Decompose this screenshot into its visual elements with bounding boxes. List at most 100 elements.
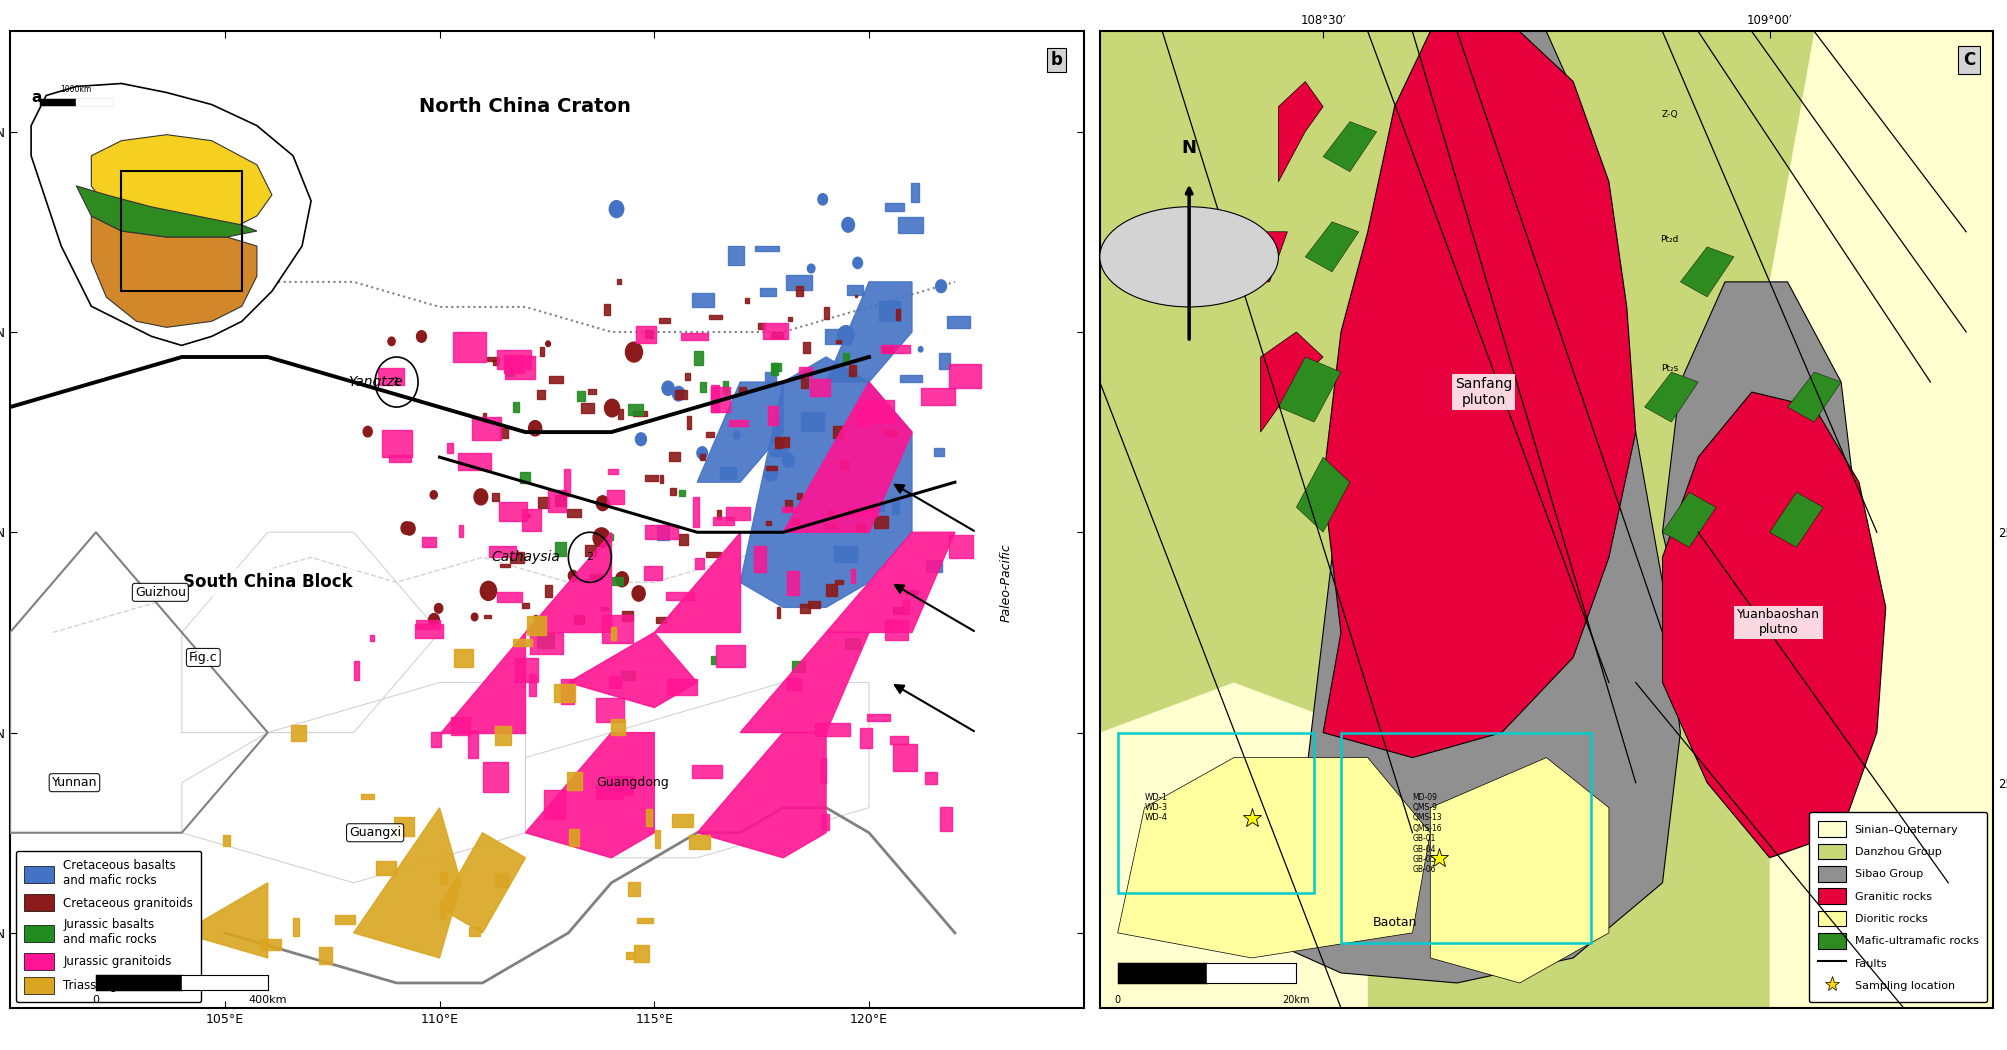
Polygon shape — [626, 951, 636, 960]
Polygon shape — [1662, 392, 1887, 858]
Polygon shape — [855, 404, 869, 425]
Circle shape — [783, 454, 795, 467]
Polygon shape — [1770, 32, 1993, 1008]
Polygon shape — [432, 732, 442, 747]
Polygon shape — [1278, 82, 1323, 182]
Circle shape — [610, 201, 624, 217]
Text: Guangdong: Guangdong — [596, 776, 668, 790]
Polygon shape — [925, 560, 941, 572]
Polygon shape — [602, 607, 608, 610]
Text: 1: 1 — [393, 377, 399, 387]
Polygon shape — [618, 279, 622, 284]
Polygon shape — [628, 882, 640, 897]
Polygon shape — [867, 504, 885, 511]
Polygon shape — [636, 327, 656, 343]
Polygon shape — [710, 385, 719, 412]
Text: Guangxi: Guangxi — [349, 826, 401, 839]
Polygon shape — [692, 764, 723, 778]
Polygon shape — [492, 360, 498, 365]
Polygon shape — [849, 440, 871, 457]
Circle shape — [363, 426, 371, 437]
Text: MD-09
QMS-9
QMS-13
QMS-16
GB-01
GB-04
GB-05
GB-06: MD-09 QMS-9 QMS-13 QMS-16 GB-01 GB-04 GB… — [1413, 793, 1443, 875]
Polygon shape — [710, 656, 716, 665]
Text: Fig.c: Fig.c — [189, 651, 217, 664]
Polygon shape — [861, 728, 871, 748]
Polygon shape — [767, 465, 777, 470]
Polygon shape — [608, 468, 618, 475]
Legend: Cretaceous basalts
and mafic rocks, Cretaceous granitoids, Jurassic basalts
and : Cretaceous basalts and mafic rocks, Cret… — [16, 852, 201, 1002]
Polygon shape — [530, 633, 562, 654]
Polygon shape — [612, 576, 624, 585]
Polygon shape — [783, 382, 911, 532]
Polygon shape — [261, 939, 281, 950]
Polygon shape — [612, 627, 616, 640]
Circle shape — [807, 265, 815, 273]
Polygon shape — [939, 807, 951, 831]
Polygon shape — [666, 678, 696, 695]
Polygon shape — [1431, 758, 1610, 983]
Polygon shape — [855, 295, 857, 297]
Polygon shape — [570, 830, 578, 846]
Polygon shape — [833, 426, 843, 438]
Polygon shape — [574, 615, 584, 625]
Polygon shape — [544, 790, 566, 819]
Polygon shape — [548, 376, 562, 382]
Polygon shape — [492, 492, 500, 502]
Text: 20km: 20km — [1282, 995, 1311, 1005]
Polygon shape — [710, 387, 731, 412]
Polygon shape — [76, 186, 257, 237]
Polygon shape — [700, 454, 704, 460]
Circle shape — [596, 496, 608, 510]
Polygon shape — [688, 836, 710, 849]
Polygon shape — [801, 413, 825, 432]
Polygon shape — [706, 551, 721, 556]
Polygon shape — [514, 639, 532, 646]
Bar — [1341, 733, 1592, 943]
Polygon shape — [544, 585, 552, 597]
Polygon shape — [773, 362, 781, 371]
Polygon shape — [706, 432, 714, 437]
Polygon shape — [801, 377, 809, 388]
Polygon shape — [823, 307, 829, 319]
Polygon shape — [454, 333, 486, 362]
Polygon shape — [622, 611, 634, 622]
Polygon shape — [666, 592, 694, 600]
Polygon shape — [183, 883, 267, 958]
Polygon shape — [684, 373, 690, 379]
Text: Sanfang
pluton: Sanfang pluton — [1455, 377, 1513, 407]
Polygon shape — [656, 617, 666, 623]
Polygon shape — [787, 571, 799, 594]
Polygon shape — [863, 399, 893, 423]
Polygon shape — [610, 719, 624, 735]
Circle shape — [387, 337, 395, 345]
Polygon shape — [604, 304, 610, 315]
Bar — [120, 171, 241, 291]
Polygon shape — [875, 516, 887, 528]
Polygon shape — [777, 607, 781, 617]
Polygon shape — [608, 676, 620, 688]
Polygon shape — [885, 204, 903, 210]
Text: Paleo-Pacific: Paleo-Pacific — [999, 543, 1014, 622]
Circle shape — [417, 331, 425, 342]
Text: Pt₂d: Pt₂d — [1660, 235, 1678, 244]
Bar — [1118, 733, 1315, 892]
Polygon shape — [729, 420, 749, 426]
Polygon shape — [520, 471, 530, 483]
Polygon shape — [335, 916, 355, 924]
Polygon shape — [670, 488, 676, 495]
Polygon shape — [905, 589, 917, 593]
Polygon shape — [949, 534, 973, 558]
Polygon shape — [538, 390, 544, 399]
Polygon shape — [1644, 372, 1698, 422]
Polygon shape — [646, 808, 652, 826]
Polygon shape — [827, 584, 837, 596]
Circle shape — [819, 193, 827, 205]
Polygon shape — [556, 542, 566, 557]
Text: 400km: 400km — [249, 995, 287, 1005]
Polygon shape — [867, 714, 889, 720]
Polygon shape — [939, 353, 949, 369]
Circle shape — [919, 346, 923, 352]
Text: 2: 2 — [586, 552, 594, 563]
Polygon shape — [901, 376, 923, 382]
Text: Yangtze: Yangtze — [347, 375, 401, 390]
